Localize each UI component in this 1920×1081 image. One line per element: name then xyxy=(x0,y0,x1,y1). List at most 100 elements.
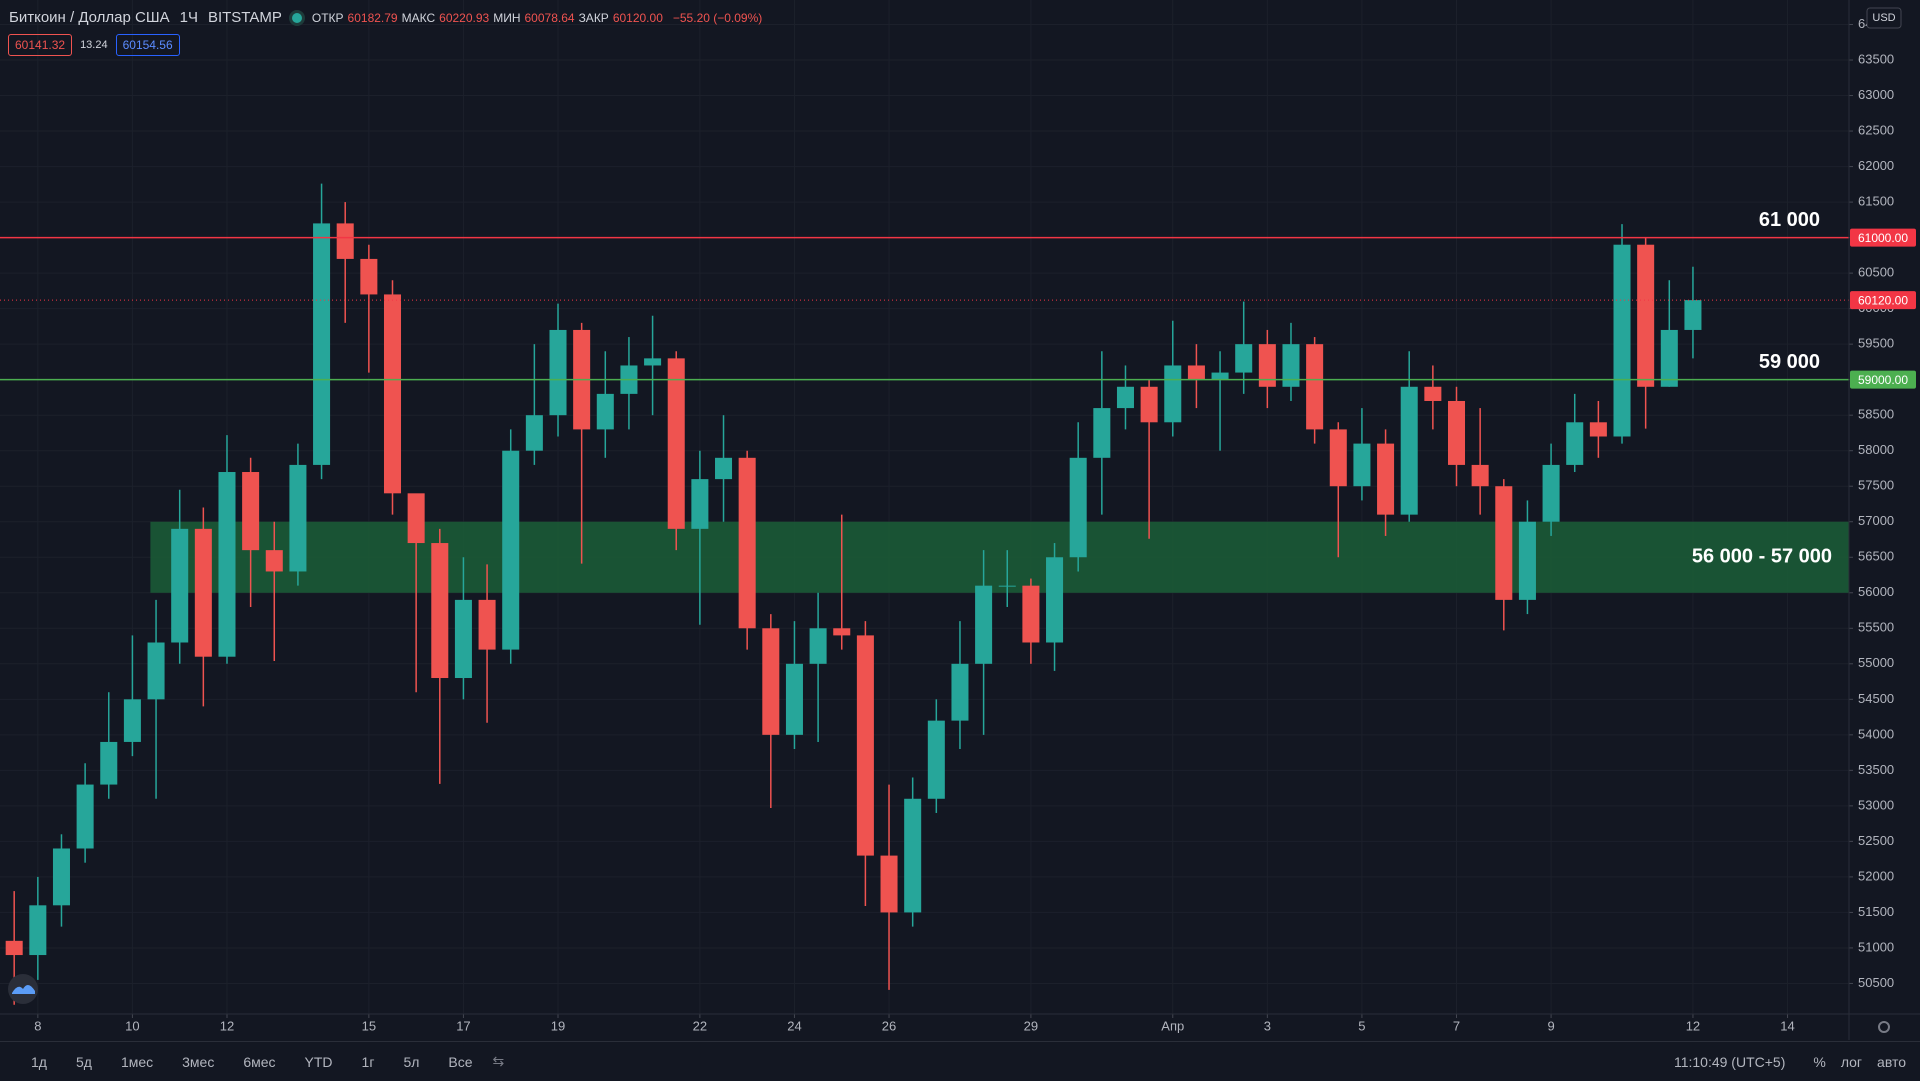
ohlc-key: ОТКР xyxy=(311,10,344,25)
x-tick-label: 8 xyxy=(34,1018,41,1033)
candle-body xyxy=(904,798,922,913)
candle-body xyxy=(998,585,1016,587)
ohlc-value: 60182.79 xyxy=(347,10,398,25)
bottom-toolbar: 1д 5д 1мес 3мес 6мес YTD 1г 5л Все ⇆ 11:10:49 (U… xyxy=(0,1041,1920,1081)
range-button[interactable]: 6мес xyxy=(243,1053,276,1070)
x-tick-label: 26 xyxy=(882,1018,896,1033)
range-buttons: 1д 5д 1мес 3мес 6мес YTD 1г 5л Все xyxy=(16,1054,473,1070)
candle-body xyxy=(52,848,70,906)
candle-body xyxy=(1660,329,1678,387)
candle-body xyxy=(123,699,141,742)
log[interactable]: лог xyxy=(1840,1053,1863,1070)
candle-body xyxy=(1542,464,1560,522)
range-button[interactable]: 1д xyxy=(31,1053,47,1070)
candle-body xyxy=(29,905,47,956)
candle-body xyxy=(1046,557,1064,643)
legend-header: Биткоин / Доллар США 1Ч BITSTAMP ОТКР 601… xyxy=(9,9,762,26)
chart: 50500 51000 51500 52000 52500 53000 53500 54000… xyxy=(0,0,1920,1040)
range-button[interactable]: 1г xyxy=(361,1053,375,1070)
y-tick-label: 56500 xyxy=(1858,549,1894,564)
candle-body xyxy=(1495,486,1513,600)
candle-body xyxy=(762,628,780,735)
candle-body xyxy=(1164,365,1182,423)
candle-body xyxy=(785,663,803,735)
y-tick-label: 63500 xyxy=(1858,51,1894,66)
candle-body xyxy=(1613,244,1631,437)
candle-body xyxy=(525,415,543,451)
candle-body xyxy=(289,464,307,572)
range-button[interactable]: YTD xyxy=(304,1053,333,1070)
candle-body xyxy=(1377,443,1395,515)
candle-body xyxy=(1187,365,1205,380)
candle-body xyxy=(171,528,189,643)
candle-body xyxy=(478,599,496,650)
candle-body xyxy=(1684,300,1702,330)
candle-body xyxy=(975,585,993,664)
y-tick-label: 54500 xyxy=(1858,691,1894,706)
bid[interactable]: 60141.32 xyxy=(8,34,73,56)
candle-body xyxy=(715,457,733,480)
range-button[interactable]: Все xyxy=(448,1053,473,1070)
candle-body xyxy=(1447,400,1466,465)
candle-body xyxy=(383,294,402,494)
currency-label: USD xyxy=(1872,12,1895,24)
y-tick-label: 51000 xyxy=(1858,939,1894,954)
y-tick-label: 55000 xyxy=(1858,655,1894,670)
candle-body xyxy=(360,258,378,295)
y-tick-label: 57000 xyxy=(1858,513,1894,528)
candle-body xyxy=(856,635,874,856)
candle-body xyxy=(1093,408,1111,458)
candle-body xyxy=(1282,344,1300,387)
auto[interactable]: авто xyxy=(1877,1053,1906,1070)
exchange: BITSTAMP xyxy=(207,9,282,26)
candle-body xyxy=(242,472,260,551)
range-button[interactable]: 5л xyxy=(403,1053,420,1070)
y-tick-label: 58000 xyxy=(1858,442,1894,457)
candle-body xyxy=(147,642,165,700)
candle-body xyxy=(644,358,662,366)
y-tick-label: 52000 xyxy=(1858,868,1894,883)
candle-body xyxy=(1518,521,1536,600)
ohlc: ОТКР 60182.79 МАКС 60220.93 МИН 60078.64 ЗАКР 6… xyxy=(312,11,663,25)
settings-icon[interactable] xyxy=(1878,1021,1890,1033)
plot-background xyxy=(0,0,1849,1014)
candle-body xyxy=(100,741,118,785)
y-tick-label: 55500 xyxy=(1858,620,1894,635)
y-tick-label: 59500 xyxy=(1858,336,1894,351)
y-tick-label: 50500 xyxy=(1858,975,1894,990)
candle-body xyxy=(1022,585,1040,643)
candle-body xyxy=(738,457,756,629)
y-tick-label: 53000 xyxy=(1858,797,1894,812)
candle-body xyxy=(1235,344,1253,373)
range-button[interactable]: 5д xyxy=(75,1053,92,1070)
price-badge-label: 61000.00 xyxy=(1858,231,1908,245)
candle-body xyxy=(809,628,827,664)
y-tick-label: 62000 xyxy=(1858,158,1894,173)
interval[interactable]: 1Ч xyxy=(179,9,198,26)
x-tick-label: 10 xyxy=(125,1018,139,1033)
candle-body xyxy=(1069,457,1087,558)
range-button[interactable]: 1мес xyxy=(120,1053,154,1070)
candle-body xyxy=(502,450,520,650)
x-tick-label: 9 xyxy=(1547,1018,1554,1033)
range-button[interactable]: 3мес xyxy=(182,1053,215,1070)
x-tick-label: 22 xyxy=(693,1018,707,1033)
compare-icon[interactable]: ⇆ xyxy=(492,1053,505,1069)
symbol[interactable]: Биткоин / Доллар США xyxy=(9,9,170,26)
x-tick-label: 3 xyxy=(1264,1018,1271,1033)
ask[interactable]: 60154.56 xyxy=(115,34,180,56)
percent[interactable]: % xyxy=(1813,1053,1826,1070)
level-annotation: 59 000 xyxy=(1759,351,1820,373)
x-tick-label: 7 xyxy=(1453,1018,1460,1033)
candle-body xyxy=(1400,386,1418,515)
candle-body xyxy=(1566,422,1584,465)
candle-body xyxy=(1424,386,1442,401)
candle-body xyxy=(1116,386,1134,409)
candle-body xyxy=(549,329,567,416)
candle-body xyxy=(431,543,449,679)
candle-body xyxy=(1140,386,1158,423)
y-tick-label: 61500 xyxy=(1858,194,1894,209)
candle-body xyxy=(1329,429,1347,487)
candle-body xyxy=(1589,422,1607,437)
price-badge xyxy=(1850,228,1916,247)
